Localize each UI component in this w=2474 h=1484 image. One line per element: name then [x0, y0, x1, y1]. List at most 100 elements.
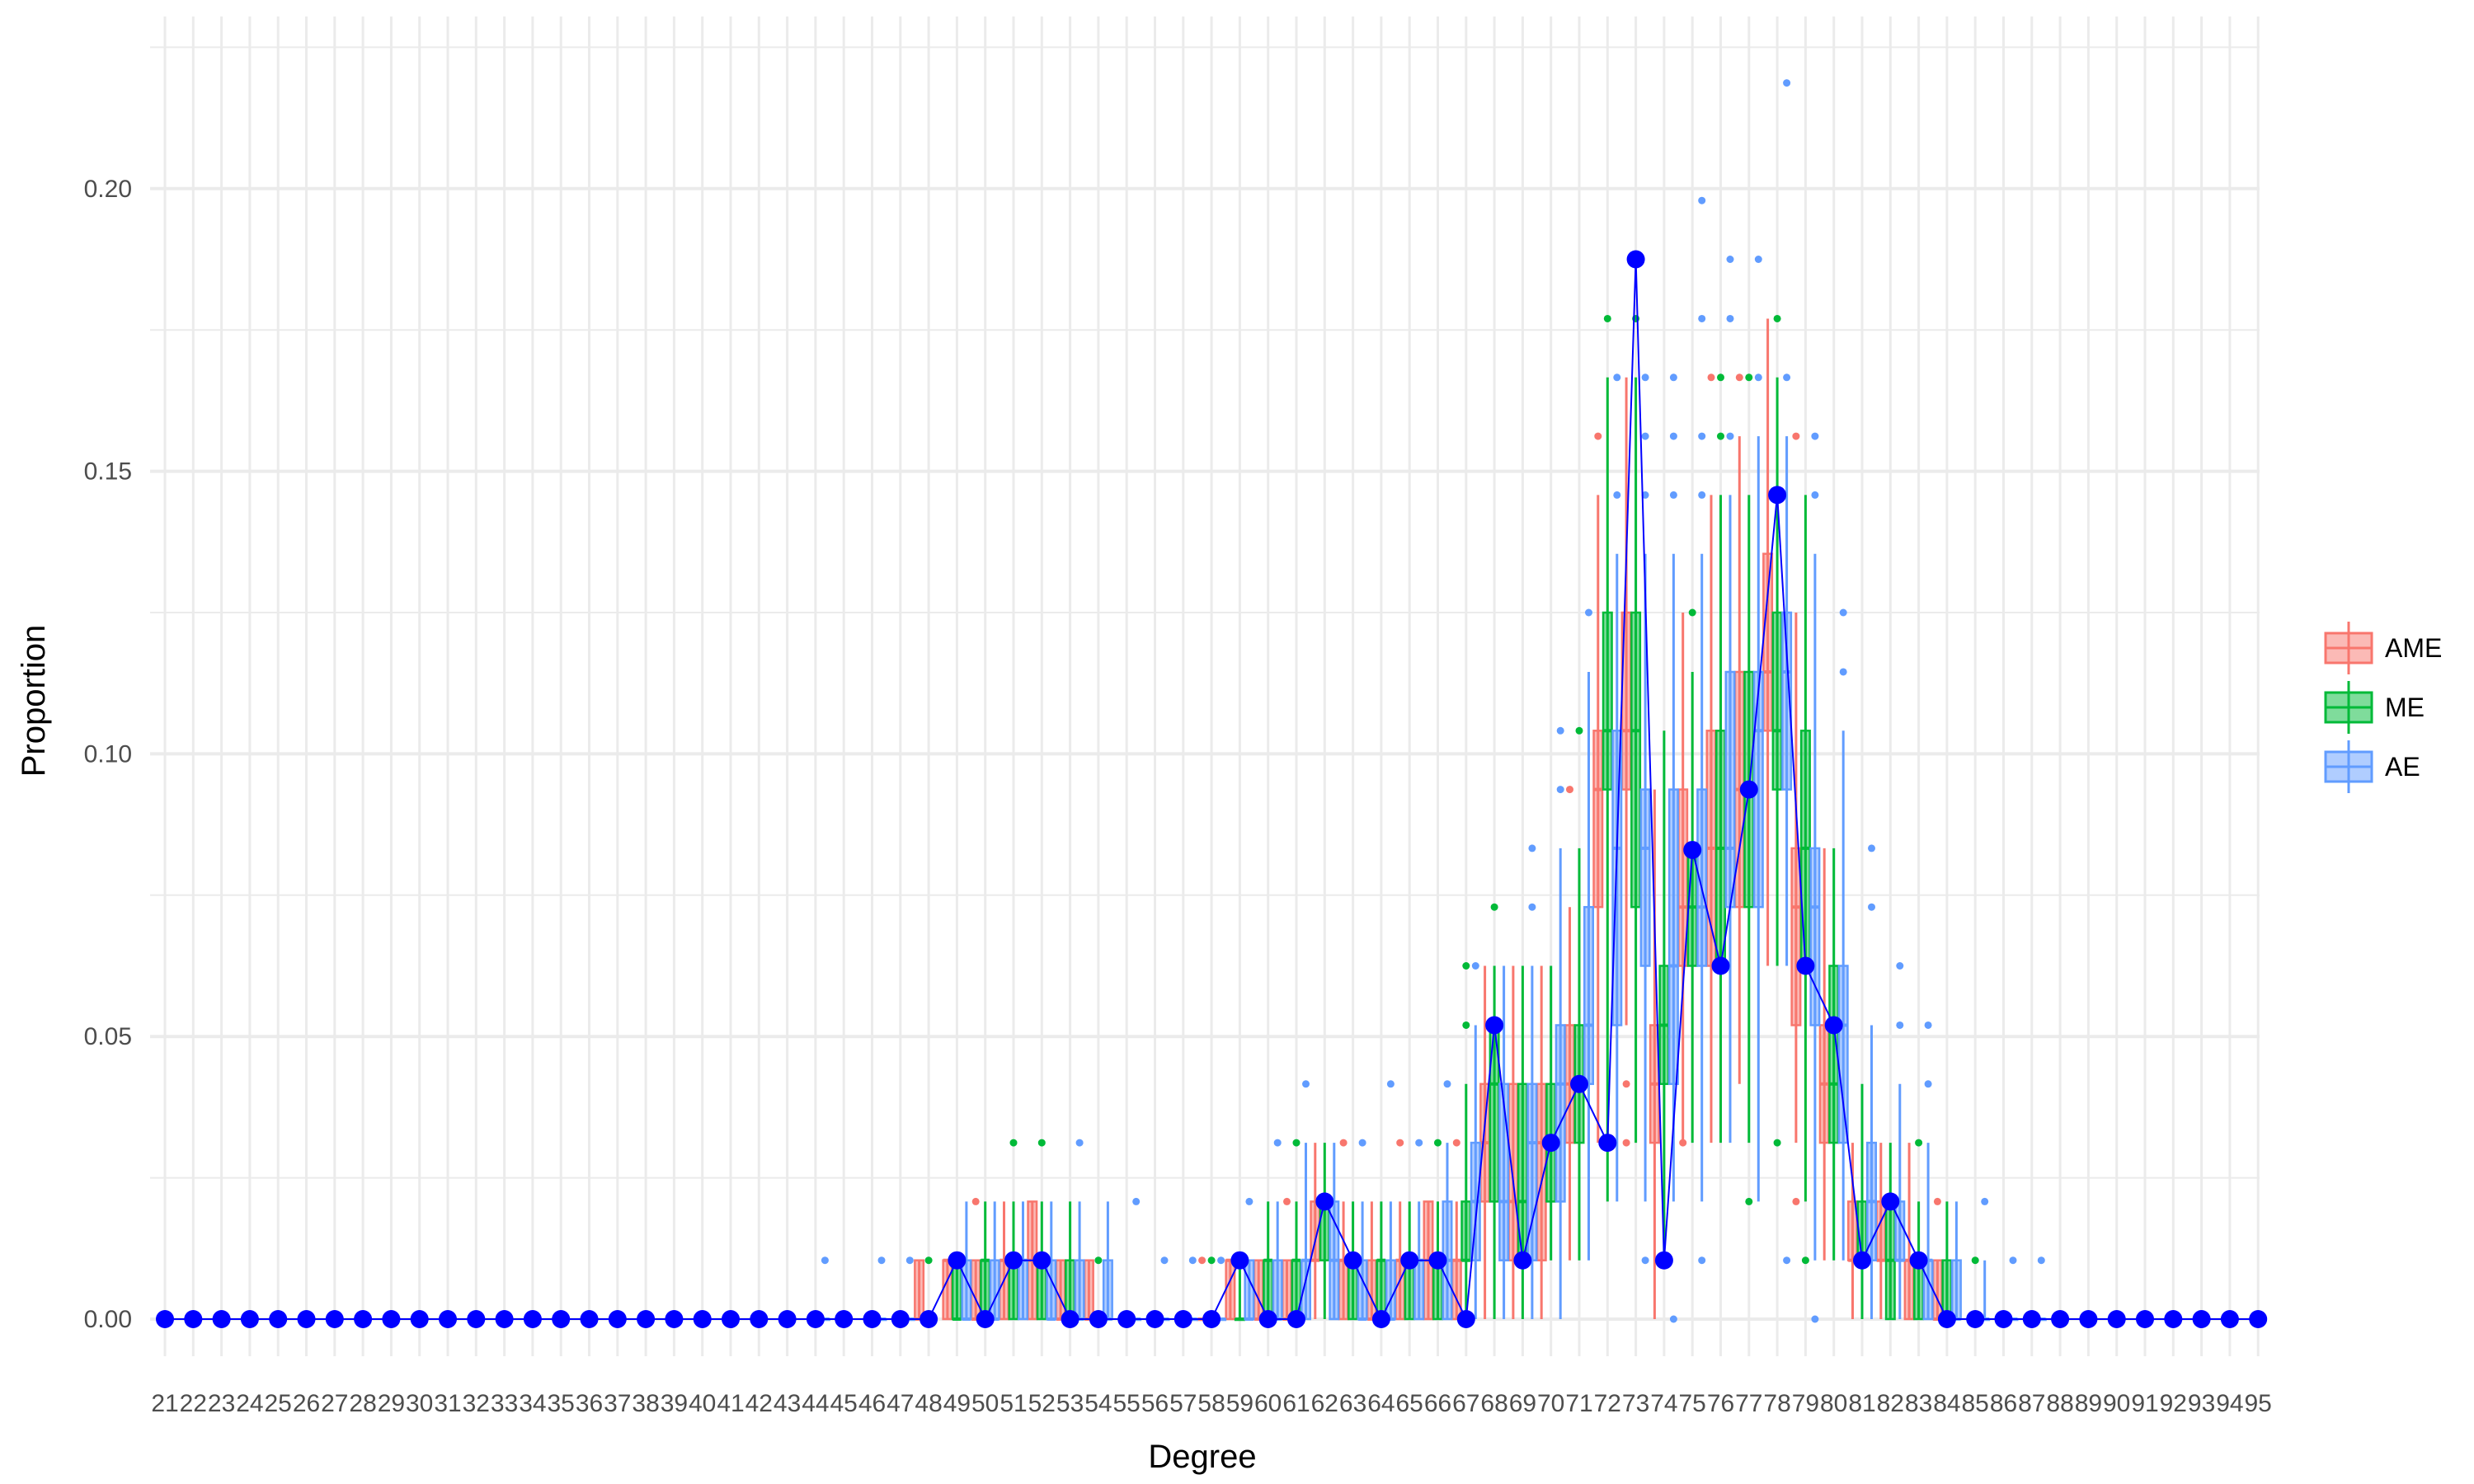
outlier-point: [1801, 1256, 1809, 1265]
observed-point: [1654, 1251, 1673, 1270]
box-ame-80: [1818, 848, 1830, 1261]
box-body: [1083, 1259, 1094, 1321]
x-tick-label: 29: [378, 1390, 405, 1417]
outlier-point: [1575, 726, 1583, 735]
gridlines: [150, 16, 2260, 1356]
box-ae-80: [1837, 608, 1849, 1261]
observed-point: [1117, 1310, 1136, 1328]
box-ae-63: [1357, 1139, 1368, 1321]
observed-point: [806, 1310, 825, 1328]
x-tick-label: 35: [548, 1390, 575, 1417]
x-tick-label: 45: [830, 1390, 858, 1417]
observed-point: [354, 1310, 373, 1328]
observed-point: [2220, 1310, 2239, 1328]
outlier-point: [1037, 1139, 1046, 1147]
box-body: [1507, 1082, 1519, 1261]
observed-point: [1598, 1134, 1617, 1153]
outlier-point: [1773, 1139, 1781, 1147]
outlier-point: [2037, 1256, 2045, 1265]
observed-point: [184, 1310, 203, 1328]
x-tick-label: 72: [1594, 1390, 1621, 1417]
outlier-point: [1726, 432, 1734, 440]
outlier-point: [1452, 1139, 1460, 1147]
outlier-point: [905, 1256, 914, 1265]
outlier-point: [1688, 608, 1696, 617]
observed-point: [1796, 956, 1815, 975]
box-ae-76: [1724, 256, 1736, 1144]
x-tick-label: 51: [999, 1390, 1027, 1417]
box-ame-83: [1903, 1143, 1915, 1321]
box-ame-60: [1253, 1259, 1264, 1321]
observed-point: [580, 1310, 599, 1328]
x-axis-ticks: 21 22 23 24 25 26 27 28 29 30 31 32 33 34 35 36 37 38 39 40…: [151, 1390, 2272, 1417]
box-ae-74: [1667, 373, 1679, 1323]
x-tick-label: 31: [434, 1390, 461, 1417]
outlier-point: [1386, 1080, 1395, 1088]
outlier-point: [1622, 1139, 1630, 1147]
box-ame-53: [1055, 1259, 1066, 1321]
box-ae-81: [1866, 844, 1877, 1319]
observed-point: [1683, 840, 1702, 859]
x-tick-label: 25: [265, 1390, 292, 1417]
box-ae-61: [1300, 1080, 1311, 1321]
x-tick-label: 70: [1537, 1390, 1564, 1417]
observed-point: [269, 1310, 288, 1328]
box-body: [1253, 1259, 1264, 1321]
outlier-point: [1981, 1197, 1989, 1205]
box-body: [1592, 730, 1604, 909]
observed-point: [382, 1310, 401, 1328]
box-ae-86: [2007, 1256, 2019, 1322]
box-body: [1357, 1259, 1368, 1321]
outlier-point: [1717, 373, 1724, 382]
x-tick-label: 68: [1480, 1390, 1507, 1417]
x-tick-label: 61: [1282, 1390, 1310, 1417]
box-body: [1282, 1259, 1292, 1321]
box-ame-59: [1225, 1258, 1236, 1321]
box-ae-73: [1639, 373, 1651, 1265]
outlier-point: [1471, 962, 1479, 970]
x-tick-label: 81: [1848, 1390, 1875, 1417]
observed-point: [665, 1310, 684, 1328]
x-tick-label: 94: [2216, 1390, 2243, 1417]
observed-point: [976, 1310, 995, 1328]
box-body: [1055, 1259, 1066, 1321]
box-me-73: [1630, 314, 1642, 1144]
box-me-53: [1065, 1201, 1076, 1321]
x-tick-label: 80: [1820, 1390, 1847, 1417]
box-ae-53: [1074, 1139, 1085, 1321]
box-body: [1781, 611, 1793, 791]
outlier-point: [1669, 373, 1677, 382]
observed-point: [2107, 1310, 2126, 1328]
outlier-point: [1669, 491, 1677, 499]
x-tick-label: 43: [774, 1390, 801, 1417]
box-body: [1931, 1259, 1943, 1321]
x-tick-label: 78: [1763, 1390, 1790, 1417]
x-tick-label: 37: [604, 1390, 631, 1417]
x-tick-label: 54: [1084, 1390, 1112, 1417]
observed-point: [467, 1310, 486, 1328]
outlier-point: [1283, 1197, 1291, 1205]
x-tick-label: 56: [1141, 1390, 1169, 1417]
observed-point: [1966, 1310, 1985, 1328]
box-me-75: [1686, 608, 1698, 1144]
observed-point: [410, 1310, 429, 1328]
observed-point: [1626, 250, 1645, 269]
x-tick-label: 49: [943, 1390, 971, 1417]
box-body: [1554, 1024, 1566, 1203]
observed-point: [1004, 1251, 1023, 1270]
box-ae-78: [1781, 79, 1793, 1265]
box-body: [1875, 1200, 1887, 1261]
box-me-82: [1884, 1143, 1896, 1321]
box-ae-85: [1979, 1197, 1991, 1322]
box-ae-79: [1809, 432, 1821, 1323]
box-body: [1809, 847, 1821, 1026]
legend-label: AE: [2385, 752, 2420, 782]
observed-point: [1202, 1310, 1221, 1328]
outlier-point: [1669, 432, 1677, 440]
outlier-point: [1924, 1080, 1932, 1088]
outlier-point: [1839, 608, 1847, 617]
box-ame-54: [1083, 1259, 1094, 1321]
outlier-point: [1622, 1080, 1630, 1088]
box-ae-46: [876, 1256, 887, 1322]
